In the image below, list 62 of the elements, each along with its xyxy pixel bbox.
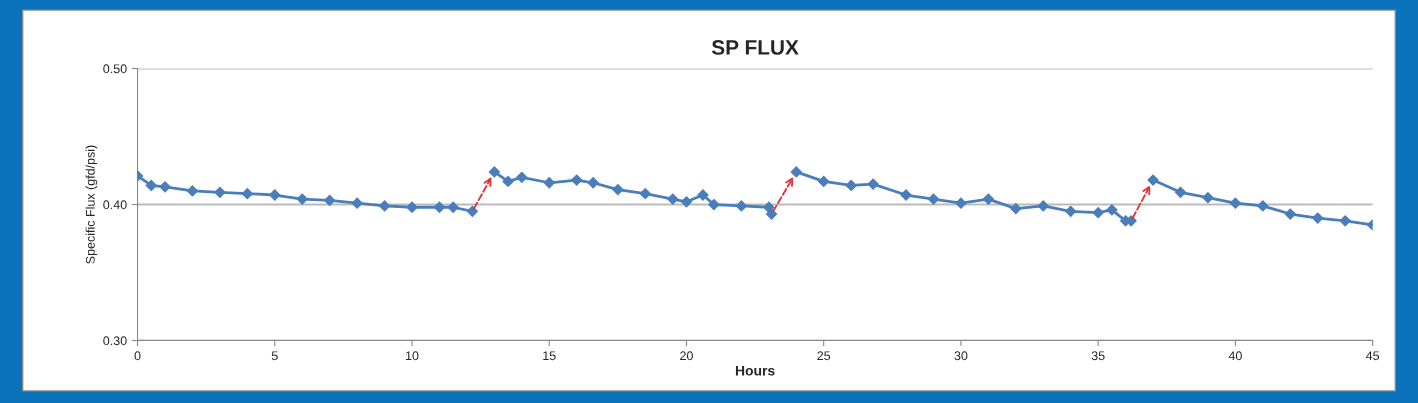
- point: [269, 189, 281, 201]
- point: [790, 166, 802, 178]
- y-tick-label: 0.50: [103, 64, 127, 74]
- point: [867, 178, 879, 190]
- point: [845, 179, 857, 192]
- point: [488, 166, 500, 178]
- point: [1284, 208, 1296, 220]
- point: [145, 179, 157, 192]
- point: [818, 175, 830, 188]
- point: [351, 197, 363, 209]
- point: [667, 193, 679, 205]
- point: [433, 201, 446, 213]
- point: [1229, 197, 1241, 209]
- point: [1174, 186, 1187, 198]
- point: [1339, 215, 1351, 227]
- point: [680, 196, 693, 208]
- x-tick-label: 15: [543, 351, 556, 361]
- x-tick-label: 0: [134, 351, 141, 361]
- x-tick-label: 10: [406, 351, 419, 361]
- point: [735, 200, 747, 212]
- point: [516, 171, 528, 183]
- point: [543, 177, 555, 189]
- point: [1010, 202, 1022, 215]
- point: [466, 205, 478, 217]
- point: [214, 186, 226, 198]
- x-axis-title: Hours: [735, 365, 775, 376]
- point: [955, 197, 967, 209]
- point: [1065, 205, 1077, 217]
- point: [502, 175, 514, 188]
- point: [1257, 200, 1269, 212]
- point: [241, 188, 253, 200]
- point: [1037, 200, 1049, 212]
- y-tick-label: 0.40: [103, 200, 127, 210]
- point: [765, 208, 778, 220]
- chart-title: SP FLUX: [711, 40, 799, 55]
- point: [1092, 207, 1104, 219]
- point: [1106, 204, 1118, 216]
- x-tick-label: 40: [1228, 351, 1242, 361]
- point: [296, 193, 308, 205]
- x-tick-label: 30: [954, 351, 968, 361]
- point: [612, 183, 624, 196]
- point: [1312, 212, 1324, 224]
- point: [708, 198, 720, 211]
- point: [571, 174, 583, 186]
- point: [927, 193, 940, 205]
- point: [406, 201, 418, 213]
- point: [324, 194, 336, 207]
- x-tick-label: 35: [1091, 351, 1105, 361]
- point: [378, 200, 391, 212]
- x-tick-label: 20: [680, 351, 693, 361]
- y-tick-label: 0.30: [103, 336, 127, 346]
- point: [587, 177, 599, 189]
- point: [982, 193, 994, 205]
- point: [186, 185, 199, 197]
- point: [447, 201, 459, 213]
- x-tick-label: 45: [1365, 351, 1380, 361]
- x-tick-label: 25: [817, 351, 831, 361]
- point: [639, 188, 651, 200]
- y-axis-title: Specific Flux (gfd/psi): [85, 145, 98, 264]
- x-tick-label: 5: [271, 351, 278, 361]
- point: [159, 181, 171, 193]
- point: [1202, 192, 1214, 204]
